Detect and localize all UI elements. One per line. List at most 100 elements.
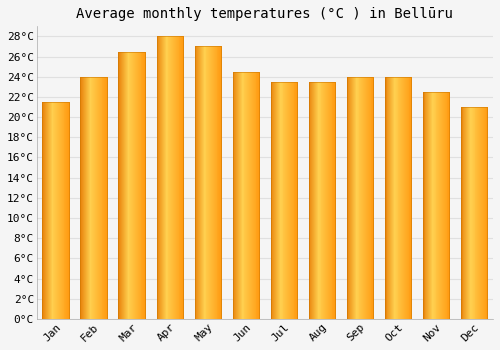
Bar (460, 107, 487, 319)
Bar (474, 107, 476, 319)
Bar (313, 82, 314, 319)
Bar (470, 107, 471, 319)
Bar (156, 36, 183, 319)
Bar (362, 77, 363, 319)
Bar (481, 107, 482, 319)
Bar (431, 92, 432, 319)
Bar (249, 72, 250, 319)
Bar (280, 82, 281, 319)
Bar (176, 36, 178, 319)
Bar (472, 107, 474, 319)
Bar (332, 82, 334, 319)
Bar (58, 102, 59, 319)
Bar (366, 77, 367, 319)
Bar (282, 82, 284, 319)
Bar (221, 47, 222, 319)
Bar (95, 77, 96, 319)
Bar (314, 82, 315, 319)
Bar (400, 77, 401, 319)
Bar (276, 82, 277, 319)
Bar (183, 36, 184, 319)
Bar (258, 72, 259, 319)
Bar (42, 102, 69, 319)
Bar (384, 77, 411, 319)
Bar (296, 82, 297, 319)
Bar (242, 72, 244, 319)
Bar (356, 77, 358, 319)
Bar (395, 77, 396, 319)
Bar (201, 47, 202, 319)
Bar (483, 107, 484, 319)
Bar (136, 51, 137, 319)
Bar (83, 77, 84, 319)
Bar (239, 72, 240, 319)
Bar (164, 36, 165, 319)
Bar (69, 102, 70, 319)
Bar (213, 47, 214, 319)
Bar (432, 92, 433, 319)
Bar (443, 92, 444, 319)
Bar (464, 107, 466, 319)
Bar (145, 51, 146, 319)
Bar (403, 77, 404, 319)
Bar (66, 102, 67, 319)
Bar (68, 102, 69, 319)
Bar (166, 36, 168, 319)
Bar (354, 77, 355, 319)
Bar (56, 102, 57, 319)
Bar (134, 51, 135, 319)
Bar (469, 107, 470, 319)
Bar (214, 47, 216, 319)
Bar (160, 36, 161, 319)
Bar (128, 51, 130, 319)
Bar (248, 72, 249, 319)
Bar (64, 102, 66, 319)
Bar (468, 107, 469, 319)
Bar (439, 92, 440, 319)
Bar (220, 47, 221, 319)
Bar (394, 77, 395, 319)
Bar (106, 77, 107, 319)
Bar (234, 72, 236, 319)
Bar (48, 102, 49, 319)
Bar (297, 82, 298, 319)
Bar (259, 72, 260, 319)
Bar (310, 82, 312, 319)
Bar (272, 82, 274, 319)
Bar (92, 77, 94, 319)
Bar (99, 77, 100, 319)
Bar (348, 77, 350, 319)
Bar (290, 82, 291, 319)
Bar (54, 102, 56, 319)
Bar (471, 107, 472, 319)
Bar (118, 51, 145, 319)
Bar (442, 92, 443, 319)
Bar (484, 107, 486, 319)
Bar (335, 82, 336, 319)
Bar (216, 47, 218, 319)
Bar (308, 82, 310, 319)
Bar (45, 102, 46, 319)
Bar (156, 36, 158, 319)
Bar (460, 107, 462, 319)
Bar (196, 47, 198, 319)
Bar (126, 51, 128, 319)
Bar (204, 47, 206, 319)
Bar (422, 92, 424, 319)
Bar (388, 77, 390, 319)
Bar (212, 47, 213, 319)
Bar (318, 82, 320, 319)
Bar (328, 82, 329, 319)
Bar (346, 77, 348, 319)
Bar (61, 102, 62, 319)
Bar (294, 82, 296, 319)
Bar (358, 77, 360, 319)
Bar (406, 77, 408, 319)
Bar (444, 92, 446, 319)
Bar (441, 92, 442, 319)
Bar (353, 77, 354, 319)
Bar (433, 92, 434, 319)
Bar (138, 51, 140, 319)
Bar (236, 72, 237, 319)
Title: Average monthly temperatures (°C ) in Bellūru: Average monthly temperatures (°C ) in Be… (76, 7, 454, 21)
